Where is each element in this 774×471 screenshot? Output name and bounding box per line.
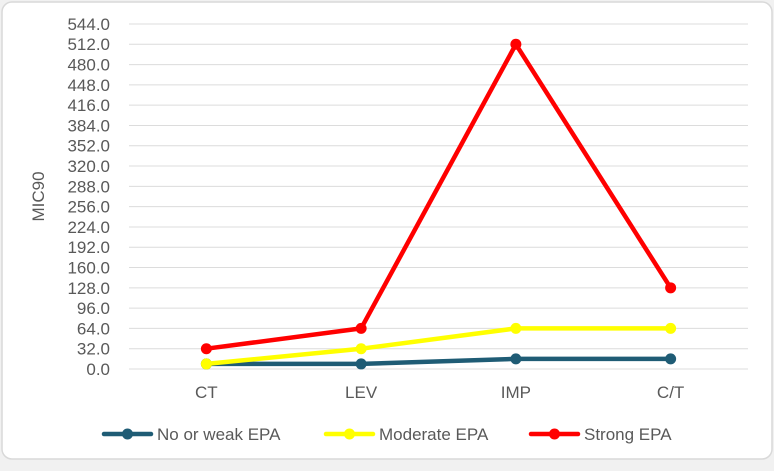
y-tick-label: 128.0 — [67, 279, 110, 298]
y-tick-label: 32.0 — [77, 340, 110, 359]
legend-label: Moderate EPA — [379, 425, 489, 444]
data-point-marker — [665, 282, 677, 294]
y-tick-label: 192.0 — [67, 238, 110, 257]
legend-item: Strong EPA — [528, 425, 672, 444]
y-tick-label: 288.0 — [67, 177, 110, 196]
legend-marker — [549, 428, 560, 440]
y-tick-label: 416.0 — [67, 96, 110, 115]
y-tick-label: 160.0 — [67, 258, 110, 277]
x-tick-label: C/T — [657, 383, 684, 402]
legend-marker — [122, 428, 133, 440]
y-tick-label: 256.0 — [67, 198, 110, 217]
y-tick-label: 544.0 — [67, 15, 110, 34]
y-tick-label: 0.0 — [86, 360, 110, 379]
data-point-marker — [355, 358, 367, 370]
legend-label: Strong EPA — [584, 425, 672, 444]
data-point-marker — [355, 343, 367, 355]
data-point-marker — [510, 353, 522, 365]
y-tick-label: 384.0 — [67, 116, 110, 135]
x-axis-tick-labels: CT LEV IMP C/T — [195, 383, 684, 402]
y-tick-label: 512.0 — [67, 35, 110, 54]
series-line — [204, 326, 673, 367]
y-tick-label: 96.0 — [77, 299, 110, 318]
x-tick-label: CT — [195, 383, 218, 402]
y-tick-label: 224.0 — [67, 218, 110, 237]
series-line — [204, 42, 673, 351]
gridlines-group — [129, 23, 748, 370]
legend-item: Moderate EPA — [323, 425, 489, 444]
y-axis-title: MIC90 — [29, 171, 48, 221]
data-point-marker — [665, 353, 677, 365]
data-point-marker — [355, 322, 367, 334]
data-point-marker — [510, 322, 522, 334]
series-line — [204, 356, 673, 367]
legend-marker — [344, 428, 355, 440]
y-tick-label: 352.0 — [67, 137, 110, 156]
y-tick-label: 320.0 — [67, 157, 110, 176]
y-tick-label: 480.0 — [67, 56, 110, 75]
legend: No or weak EPA Moderate EPA Strong EPA — [101, 425, 672, 444]
chart-border — [1, 1, 773, 460]
x-tick-label: IMP — [501, 383, 531, 402]
y-tick-label: 448.0 — [67, 76, 110, 95]
series-moderate-epa — [200, 322, 677, 370]
data-point-marker — [200, 343, 212, 355]
y-tick-label: 64.0 — [77, 319, 110, 338]
data-point-marker — [510, 38, 522, 50]
x-tick-label: LEV — [345, 383, 378, 402]
legend-item: No or weak EPA — [101, 425, 281, 444]
series-strong-epa — [200, 38, 677, 355]
data-point-marker — [200, 358, 212, 370]
data-point-marker — [665, 322, 677, 334]
legend-label: No or weak EPA — [157, 425, 281, 444]
